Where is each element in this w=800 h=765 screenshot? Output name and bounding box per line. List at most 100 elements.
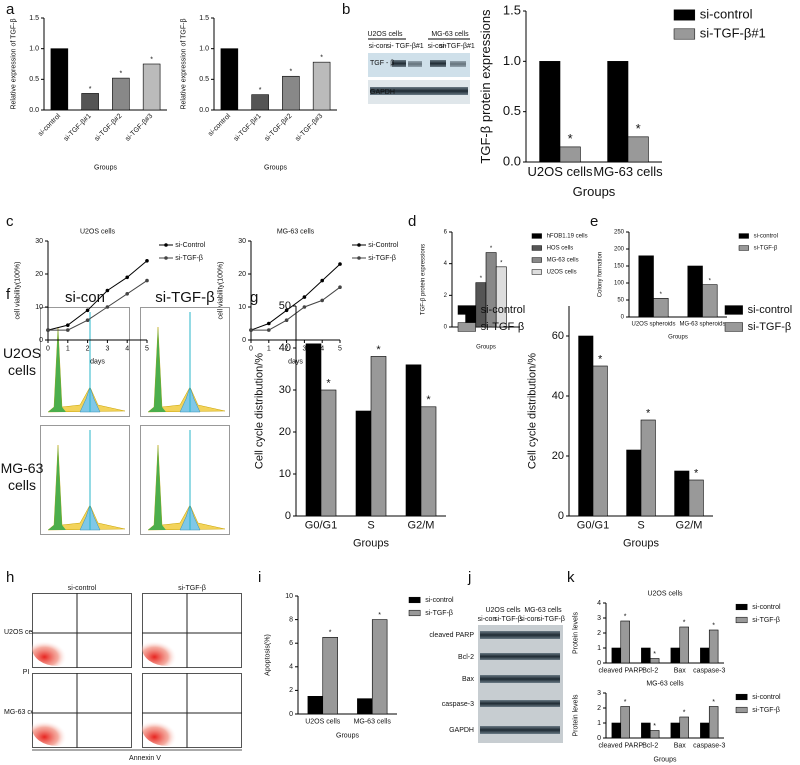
scatter-plot bbox=[32, 593, 132, 668]
lane-label: si-con bbox=[520, 616, 539, 623]
legend-swatch bbox=[735, 603, 748, 611]
band bbox=[430, 60, 446, 67]
y-tick-label: 0.0 bbox=[29, 107, 39, 114]
lane-label: si-TGF-β bbox=[537, 616, 565, 623]
legend-swatch bbox=[724, 305, 743, 315]
cell-line: MG-63 cells bbox=[431, 31, 469, 38]
significance-label: * bbox=[624, 613, 627, 620]
y-tick-label: 4 bbox=[597, 600, 601, 607]
legend-label: si-TGF-β bbox=[368, 255, 396, 262]
y-axis-label: Colony formation bbox=[598, 252, 604, 297]
y-tick-label: 30 bbox=[238, 238, 246, 245]
row-label: U2OS cells bbox=[2, 345, 42, 378]
legend-swatch bbox=[164, 243, 168, 247]
column-label: si-control bbox=[68, 585, 97, 592]
bar bbox=[50, 48, 69, 111]
legend-swatch bbox=[357, 243, 361, 247]
y-tick-label: 1.5 bbox=[199, 15, 209, 22]
column-label: si-TGF-β bbox=[155, 289, 215, 306]
significance-label: * bbox=[290, 69, 293, 76]
y-tick-label: 3 bbox=[597, 615, 601, 622]
legend-swatch bbox=[531, 233, 542, 239]
flow-h: si-control si-TGF-β U2OS cells MG-63 cel… bbox=[4, 585, 242, 762]
x-tick-label: 3 bbox=[302, 345, 306, 352]
x-tick-label: 5 bbox=[338, 345, 342, 352]
marker bbox=[302, 295, 307, 299]
x-axis-label: Groups bbox=[623, 537, 660, 549]
y-tick-label: 50 bbox=[279, 300, 291, 312]
y-tick-label: 30 bbox=[279, 384, 291, 396]
bar bbox=[282, 75, 300, 111]
row-label: Bcl-2 bbox=[458, 654, 474, 661]
legend-label: si-TGF-β bbox=[752, 707, 780, 714]
bar bbox=[700, 647, 710, 664]
legend-label: si-TGF-β bbox=[481, 321, 525, 333]
x-tick-label: si-TGF-β#2 bbox=[94, 113, 124, 143]
y-tick-label: 0 bbox=[597, 660, 601, 667]
x-tick-label: 1 bbox=[267, 345, 271, 352]
significance-label: * bbox=[636, 121, 641, 136]
x-tick-label: S bbox=[637, 519, 644, 531]
y-axis-label: Relative expression of TGF-β bbox=[180, 18, 187, 109]
y-axis-label: cell viability(100%) bbox=[217, 262, 224, 320]
bar bbox=[607, 61, 629, 163]
significance-label: * bbox=[624, 699, 627, 706]
legend-swatch bbox=[724, 322, 743, 332]
y-tick-label: 2 bbox=[597, 705, 601, 712]
bar bbox=[620, 706, 630, 739]
marker bbox=[145, 259, 149, 263]
band bbox=[480, 653, 560, 660]
x-tick-label: cleaved PARP bbox=[598, 742, 643, 749]
y-tick-label: 150 bbox=[614, 264, 625, 270]
bar bbox=[653, 297, 669, 318]
bar bbox=[320, 389, 337, 517]
panel-letter: i bbox=[258, 569, 261, 586]
x-tick-label: G0/G1 bbox=[577, 519, 609, 531]
lane-label: si-con bbox=[369, 43, 388, 50]
bar bbox=[559, 146, 581, 163]
significance-label: * bbox=[653, 651, 656, 658]
x-tick-label: si-TGF-β#1 bbox=[63, 113, 93, 143]
band bbox=[480, 631, 560, 639]
x-tick-label: 2 bbox=[86, 345, 90, 352]
y-tick-label: 0.0 bbox=[199, 107, 209, 114]
band bbox=[450, 61, 466, 67]
blot-strip bbox=[478, 625, 563, 743]
marker bbox=[125, 275, 129, 280]
y-tick-label: 20 bbox=[279, 426, 291, 438]
x-tick-label: Bcl-2 bbox=[642, 667, 658, 674]
y-tick-label: 8 bbox=[289, 616, 293, 623]
flow-f: si-con si-TGF-β bbox=[40, 289, 230, 535]
bar bbox=[112, 77, 130, 111]
x-tick-label: si-control bbox=[37, 112, 62, 137]
marker bbox=[125, 292, 129, 296]
cell-line: U2OS cells bbox=[485, 607, 521, 614]
lane-label: si-con bbox=[478, 616, 497, 623]
row-label: cleaved PARP bbox=[429, 632, 474, 639]
legend-label: HOS cells bbox=[547, 246, 574, 252]
x-tick-label: G0/G1 bbox=[305, 519, 337, 531]
marker bbox=[66, 323, 70, 327]
panel-letter: k bbox=[567, 569, 575, 586]
legend-label: si-Control bbox=[368, 242, 398, 249]
bar bbox=[641, 722, 651, 739]
marker bbox=[338, 285, 342, 290]
x-tick-label: U2OS cells bbox=[527, 164, 593, 179]
y-tick-label: 0.5 bbox=[199, 76, 209, 83]
y-tick-label: 100 bbox=[614, 281, 625, 287]
marker bbox=[267, 328, 271, 332]
scatter-plot bbox=[142, 673, 242, 748]
legend-swatch bbox=[457, 305, 476, 315]
significance-label: * bbox=[490, 246, 493, 252]
band bbox=[408, 61, 422, 67]
marker bbox=[284, 308, 289, 313]
x-tick-label: si-TGF-β#3 bbox=[294, 113, 324, 143]
significance-label: * bbox=[709, 278, 712, 284]
legend-swatch bbox=[531, 245, 542, 251]
histogram bbox=[140, 307, 230, 417]
y-axis-label: Cell cycle distribution/% bbox=[526, 353, 538, 469]
line bbox=[47, 260, 148, 331]
y-tick-label: 1.0 bbox=[503, 53, 521, 68]
y-tick-label: 0.5 bbox=[503, 103, 521, 118]
